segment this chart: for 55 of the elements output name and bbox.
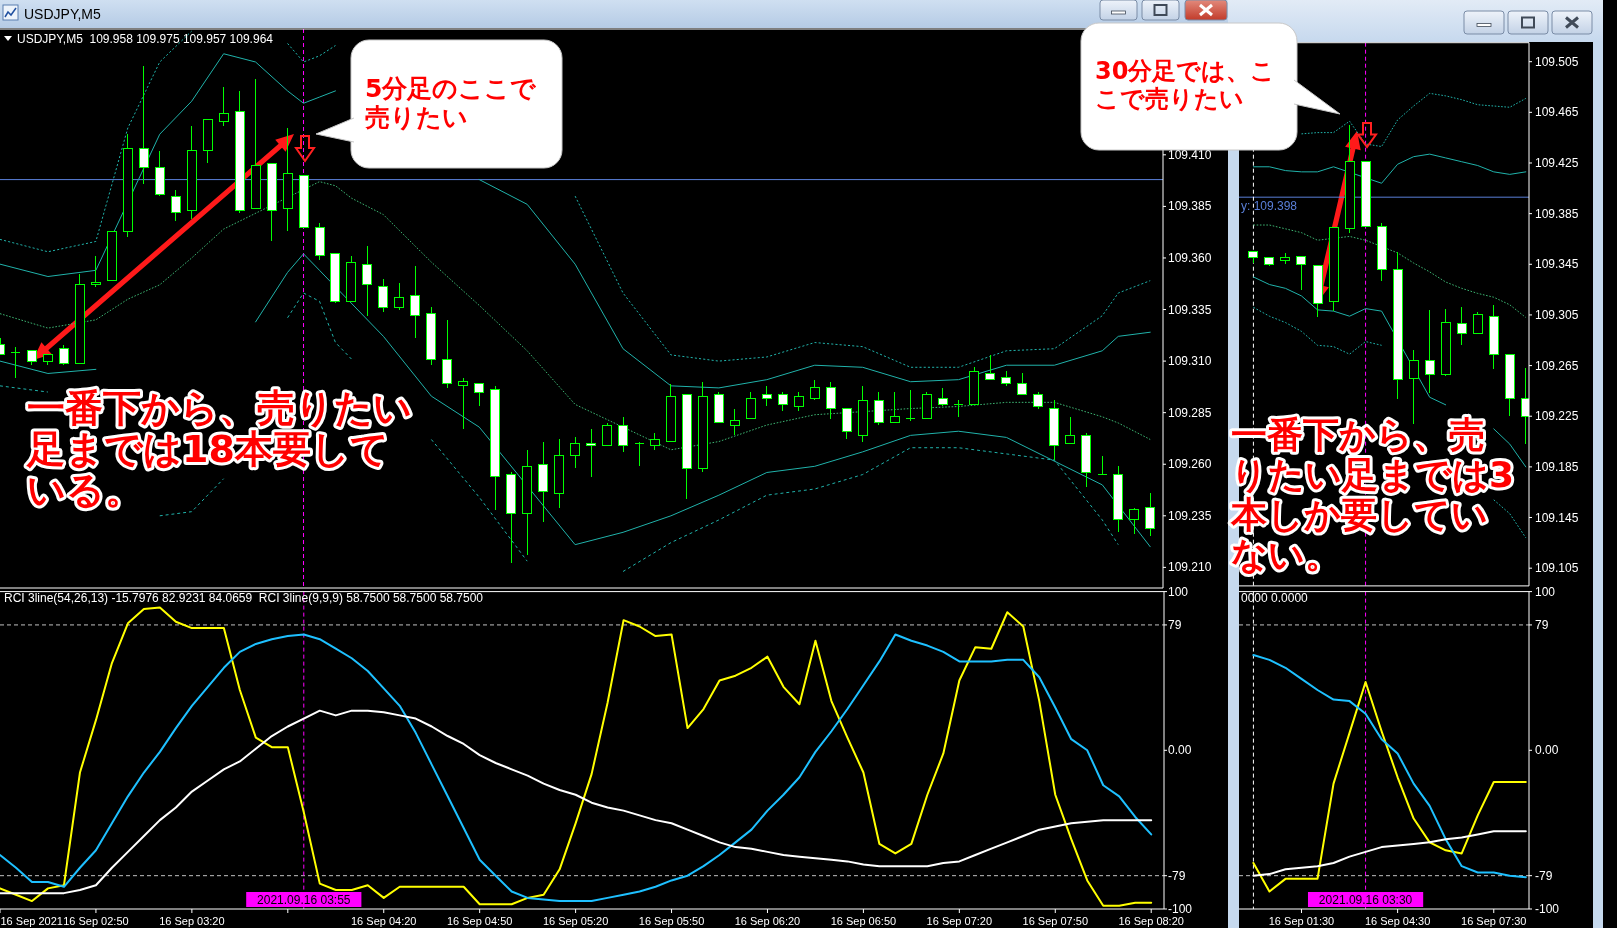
y-tick-label: 109.210 [1168,560,1212,575]
y-tick-label: 100 [1535,584,1556,599]
y-tick-label: 109.305 [1535,307,1579,322]
y-tick-label: 109.335 [1168,302,1212,317]
y-tick-label: 109.310 [1168,354,1212,369]
x-tick-label: 16 Sep 02:50 [63,915,129,927]
ref-line-label: 2021.09.16 03:30 [1318,892,1413,907]
x-tick-label: 16 Sep 08:20 [1118,915,1184,927]
x-tick-label: 16 Sep 04:20 [351,915,417,927]
annotation: 30分足では、ここで売りたい [1095,57,1276,113]
y-tick-label: 0.00 [1535,743,1559,758]
y-tick-label: 109.145 [1535,510,1579,525]
x-tick-label: 16 Sep 04:30 [1364,915,1431,927]
x-tick-label: 16 Sep 04:50 [446,915,513,927]
annotation: 一番下から、売りたい足までは18本要している。 [26,386,412,512]
y-tick-label: 100 [1168,584,1189,599]
y-tick-label: 109.360 [1168,250,1212,265]
x-tick-label: 16 Sep 07:50 [1022,915,1088,927]
x-tick-label: 16 Sep 07:30 [1461,915,1527,927]
x-tick-label: 16 Sep 03:20 [159,915,225,927]
y-tick-label: 109.185 [1535,459,1579,474]
ref-line-label: 2021.09.16 03:55 [257,892,351,907]
y-tick-label: 79 [1168,617,1182,632]
x-tick-label: 16 Sep 05:50 [638,915,705,927]
y-tick-label: 109.410 [1168,147,1212,162]
chart-title: USDJPY,M5 [24,6,101,22]
x-tick-label: 16 Sep 06:20 [734,915,801,927]
y-tick-label: 109.385 [1168,199,1212,214]
y-tick-label: -79 [1535,868,1553,883]
y-tick-label: 109.505 [1535,54,1579,69]
ref-line-label: y: 109.398 [1241,199,1298,214]
x-tick-label: 16 Sep 2021 [0,915,63,927]
y-tick-label: 109.465 [1535,105,1579,120]
y-tick-label: 109.285 [1168,405,1212,420]
y-tick-label: 109.385 [1535,206,1579,221]
y-tick-label: 109.425 [1535,155,1579,170]
y-tick-label: 109.345 [1535,257,1579,272]
x-tick-label: 16 Sep 01:30 [1268,915,1335,927]
y-tick-label: 0.00 [1168,743,1192,758]
x-tick-label: 16 Sep 06:50 [830,915,897,927]
annotation: 5分足のここで売りたい [365,74,538,132]
x-tick-label: 16 Sep 07:20 [926,915,993,927]
y-tick-label: -79 [1168,868,1186,883]
y-tick-label: 109.225 [1535,409,1579,424]
y-tick-label: 109.260 [1168,457,1212,472]
chart-subtitle: USDJPY,M5 109.958 109.975 109.957 109.964 [17,32,274,46]
x-tick-label: 16 Sep 05:20 [542,915,609,927]
y-tick-label: -100 [1535,902,1560,916]
y-tick-label: 109.105 [1535,561,1579,576]
chart-subtitle: 0000 0.0000 [1241,591,1309,605]
y-tick-label: 109.265 [1535,358,1579,373]
y-tick-label: -100 [1168,902,1193,916]
y-tick-label: 109.235 [1168,508,1212,523]
y-tick-label: 79 [1535,617,1549,632]
chart-subtitle: RCI 3line(54,26,13) -15.7976 82.9231 84.0659 RCI 3line(9,9,9) 58.7500 58.7500 58.7500 [4,591,484,605]
